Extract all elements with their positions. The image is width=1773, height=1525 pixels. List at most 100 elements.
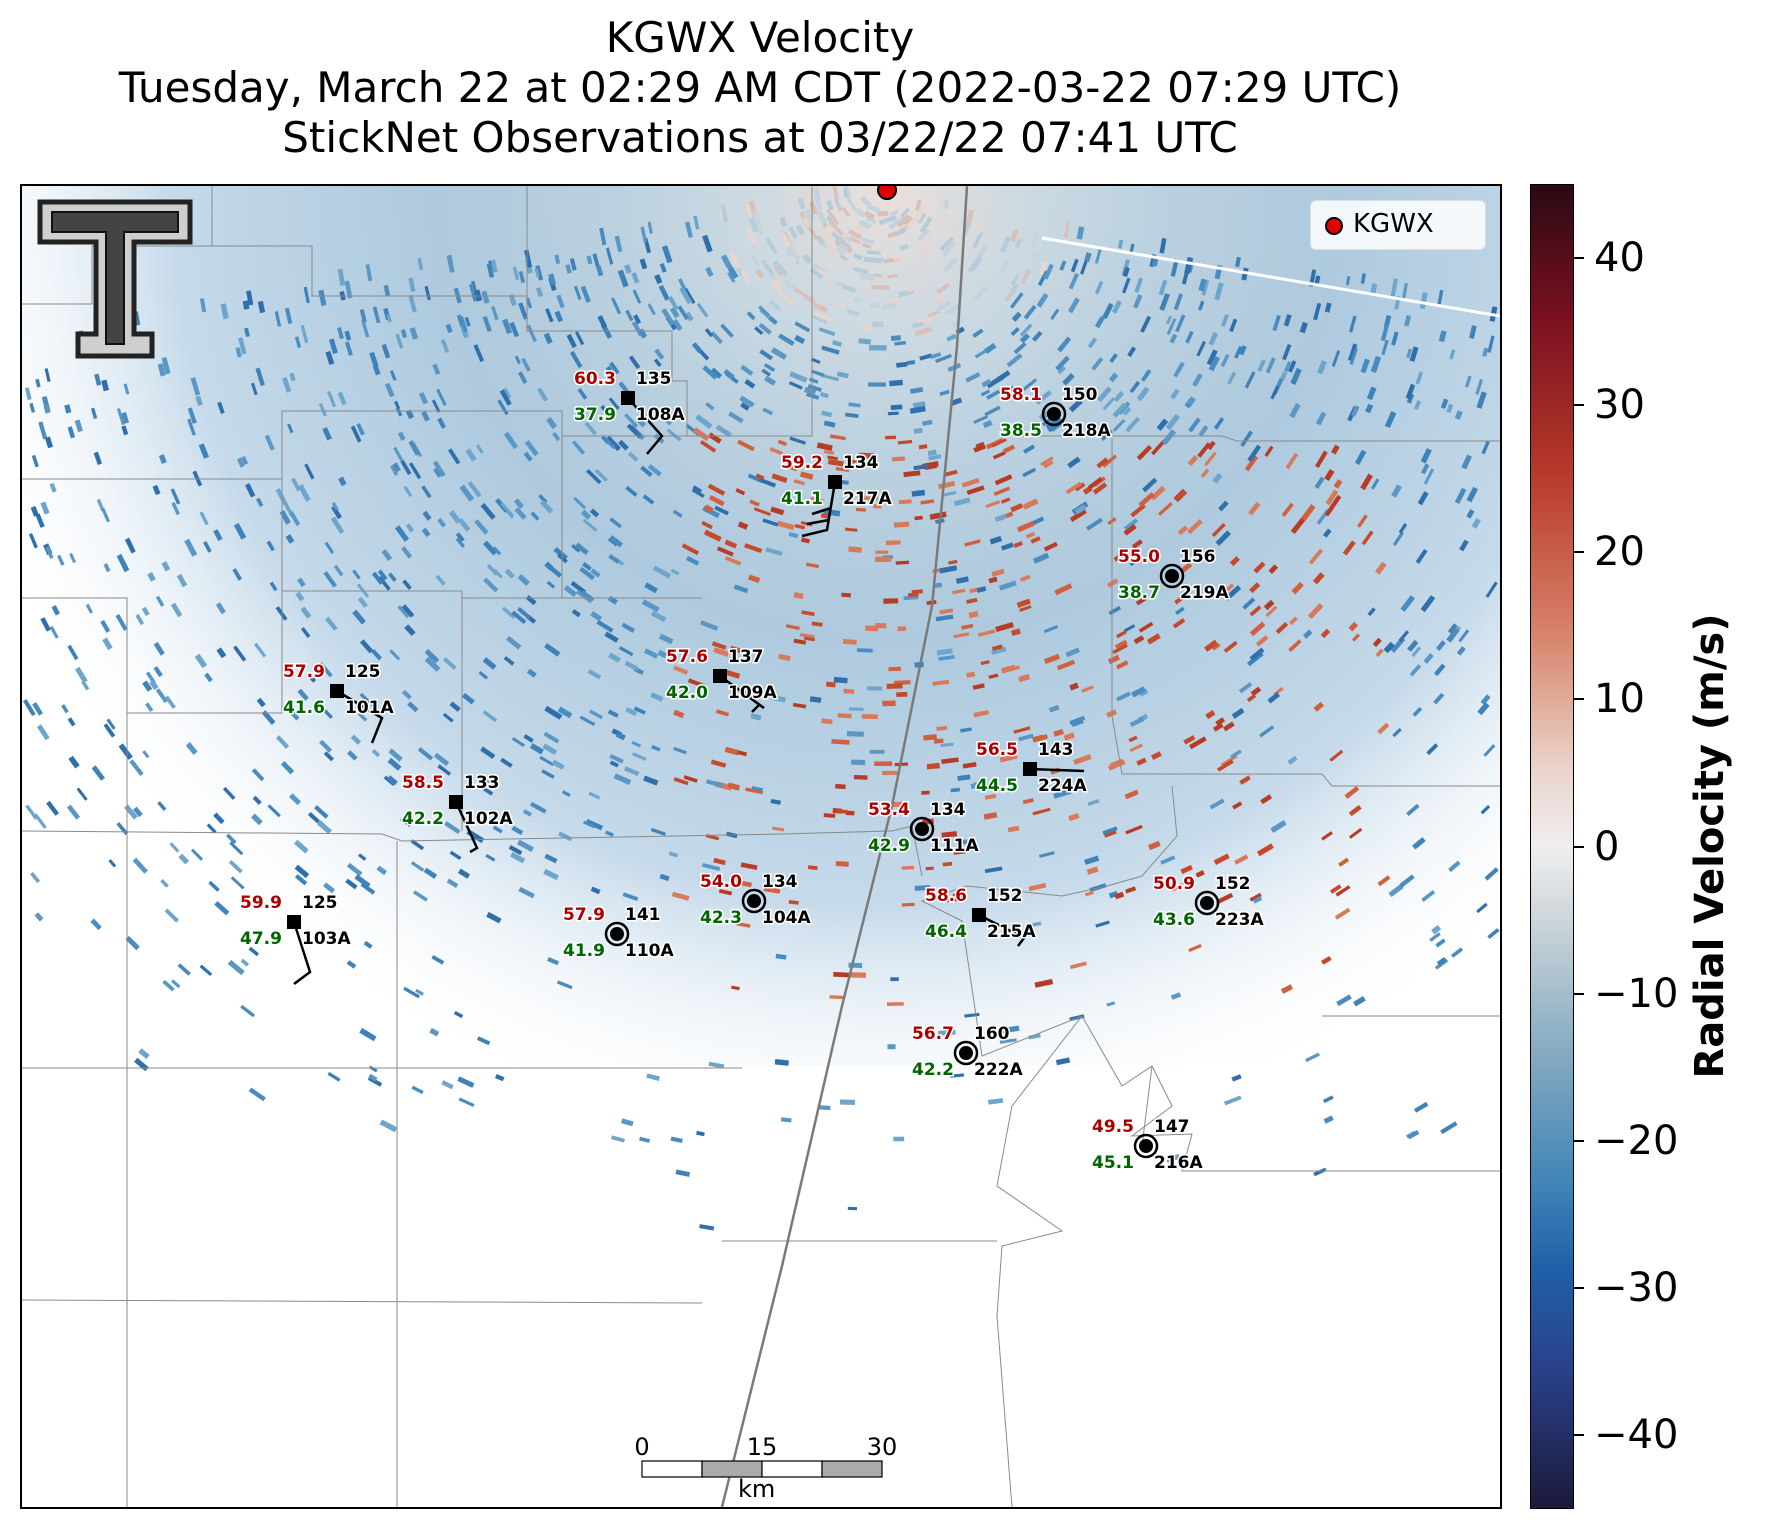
station-id: 108A	[636, 405, 685, 425]
velocity-gate	[388, 748, 403, 762]
station-dewpoint: 41.6	[283, 698, 325, 718]
velocity-gate	[444, 821, 461, 834]
velocity-gate	[817, 226, 832, 241]
velocity-gate	[1466, 486, 1478, 503]
velocity-gate	[633, 314, 642, 325]
velocity-gate	[758, 477, 777, 488]
velocity-gate	[1375, 648, 1384, 658]
velocity-gate	[1375, 561, 1387, 575]
station-temperature: 56.7	[912, 1024, 954, 1044]
velocity-gate	[1344, 785, 1360, 799]
velocity-gate	[206, 823, 217, 834]
velocity-gate	[721, 254, 734, 272]
county-boundary	[22, 830, 893, 842]
velocity-gate	[155, 595, 165, 607]
velocity-gate	[1275, 621, 1289, 634]
velocity-gate	[1140, 369, 1152, 382]
colorbar-tick-label: 20	[1594, 529, 1645, 576]
velocity-gate	[94, 373, 102, 386]
velocity-gate	[579, 715, 596, 727]
velocity-gate	[861, 714, 878, 720]
velocity-gate	[331, 505, 342, 520]
velocity-gate	[1195, 870, 1205, 878]
velocity-gate	[804, 208, 814, 222]
velocity-gate	[524, 440, 539, 457]
velocity-gate	[582, 518, 598, 532]
velocity-gate	[984, 793, 997, 800]
velocity-gate	[806, 562, 819, 569]
wind-barb	[292, 921, 312, 985]
velocity-gate	[946, 897, 963, 903]
velocity-gate	[687, 678, 706, 689]
county-boundary	[1111, 436, 1500, 787]
velocity-gate	[274, 311, 282, 327]
velocity-gate	[441, 1080, 454, 1090]
velocity-gate	[397, 431, 406, 441]
velocity-gate	[1065, 647, 1081, 658]
velocity-gate	[580, 285, 591, 303]
velocity-gate	[1438, 330, 1447, 343]
velocity-gate	[760, 259, 775, 276]
velocity-gate	[482, 540, 498, 556]
velocity-gate	[894, 340, 907, 346]
velocity-gate	[542, 743, 558, 755]
velocity-gate	[1128, 735, 1138, 743]
velocity-gate	[1032, 807, 1051, 816]
velocity-gate	[300, 606, 312, 619]
velocity-gate	[969, 587, 979, 594]
velocity-gate	[715, 709, 730, 717]
velocity-gate	[338, 476, 347, 487]
velocity-gate	[323, 751, 335, 762]
velocity-gate	[267, 804, 281, 818]
velocity-gate	[752, 209, 762, 227]
velocity-gate	[492, 546, 502, 556]
velocity-gate	[803, 636, 815, 642]
velocity-gate	[164, 695, 176, 709]
velocity-gate	[269, 581, 278, 592]
velocity-gate	[740, 862, 758, 870]
velocity-gate	[953, 632, 970, 639]
velocity-gate	[1279, 371, 1288, 382]
station-dewpoint: 38.5	[1000, 421, 1042, 441]
velocity-gate	[1466, 509, 1475, 519]
velocity-gate	[829, 995, 844, 1000]
velocity-gate	[802, 216, 811, 229]
velocity-gate	[418, 391, 429, 405]
velocity-gate	[624, 766, 640, 777]
velocity-gate	[363, 940, 373, 949]
velocity-gate	[858, 452, 875, 459]
velocity-gate	[940, 742, 954, 748]
velocity-gate	[975, 441, 985, 449]
velocity-gate	[837, 713, 852, 719]
velocity-gate	[1423, 468, 1435, 485]
velocity-gate	[670, 1136, 683, 1144]
velocity-gate	[874, 556, 892, 563]
velocity-gate	[386, 775, 398, 786]
velocity-gate	[106, 718, 116, 730]
velocity-gate	[647, 221, 653, 234]
velocity-gate	[999, 1038, 1017, 1044]
velocity-gate	[1151, 751, 1162, 760]
velocity-gate	[903, 595, 919, 601]
velocity-gate	[1482, 347, 1489, 357]
velocity-gate	[950, 787, 960, 793]
velocity-gate	[508, 294, 517, 307]
velocity-gate	[1084, 890, 1094, 897]
velocity-gate	[1454, 487, 1467, 505]
